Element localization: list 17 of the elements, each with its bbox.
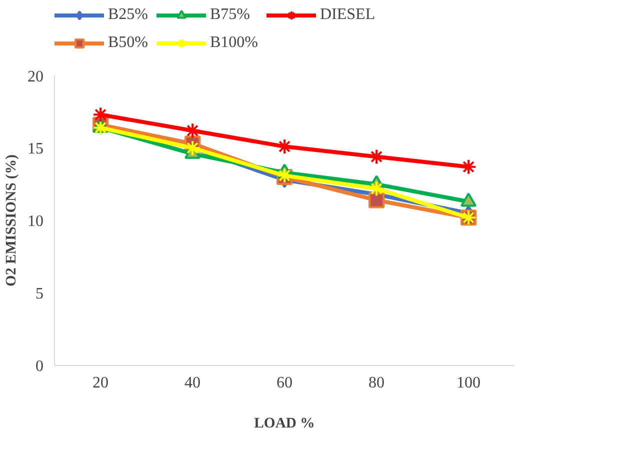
y-tick-label: 5 — [36, 286, 44, 302]
x-tick-label: 20 — [92, 374, 108, 392]
x-tick-label: 60 — [276, 374, 292, 392]
legend-label: B100% — [210, 34, 258, 52]
y-axis-title: O2 EMISSIONS (%) — [4, 154, 20, 286]
legend-label: B50% — [108, 34, 148, 52]
y-tick-label: 20 — [28, 68, 44, 86]
y-tick-label: 15 — [28, 140, 44, 158]
legend-label: B25% — [108, 6, 148, 24]
x-axis-title: LOAD % — [254, 416, 315, 432]
legend-label: DIESEL — [320, 6, 376, 24]
y-tick-label: 10 — [28, 213, 44, 230]
y-tick-label: 0 — [36, 358, 44, 375]
x-tick-label: 100 — [456, 374, 480, 392]
x-tick-label: 40 — [184, 374, 200, 392]
legend-label: B75% — [210, 6, 250, 24]
x-tick-label: 80 — [368, 374, 384, 392]
